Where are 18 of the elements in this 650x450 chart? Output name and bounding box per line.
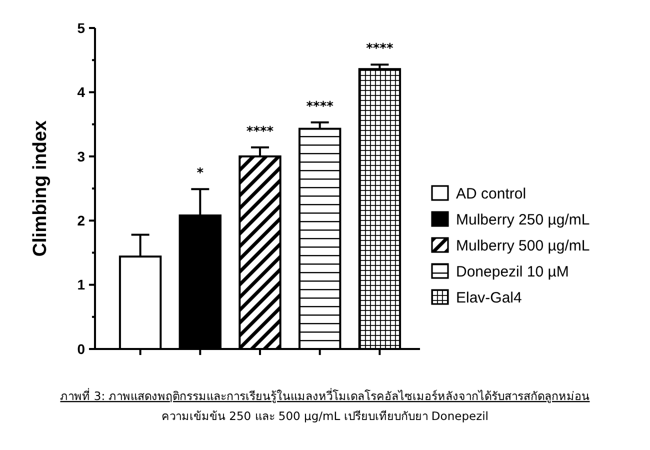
y-tick-label: 0 <box>77 340 86 357</box>
legend-label: Donepezil 10 µM <box>456 263 569 280</box>
legend-label: AD control <box>456 185 526 202</box>
y-tick-label: 2 <box>77 212 86 228</box>
legend-label: Mulberry 500 µg/mL <box>456 237 590 254</box>
data-label: **** <box>306 99 334 114</box>
data-label: **** <box>246 124 274 140</box>
text: ความเข้มข้น 250 และ 500 µg/mL เปรียบเทียบกับยา Donepezil <box>162 409 488 423</box>
legend-label: Mulberry 250 µg/mL <box>456 211 590 228</box>
text: ภาพที่ 3: ภาพแสดงพฤติกรรมและการเรียนรู้ในแมลงหวี่โมเดลโรคอัลไซเมอร์หลังจากได้รับสารสกัดลูกหม่อน <box>60 388 590 403</box>
y-tick-label: 4 <box>77 84 86 100</box>
y-tick-label: 1 <box>77 276 86 293</box>
legend-label: Elav-Gal4 <box>456 289 522 306</box>
y-tick-label: 5 <box>77 20 86 36</box>
data-label: * <box>196 166 204 182</box>
data-label: **** <box>366 42 394 57</box>
y-tick-label: 3 <box>77 148 86 164</box>
y-axis-title: Climbing index <box>30 120 51 257</box>
